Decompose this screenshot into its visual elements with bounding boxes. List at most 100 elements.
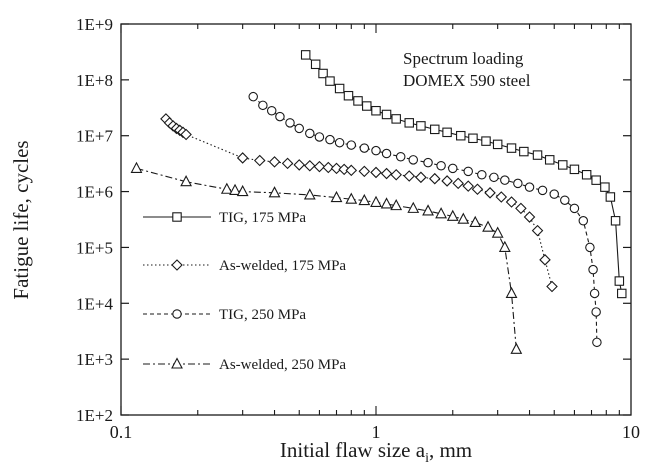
square-marker: [581, 170, 592, 180]
x-tick-label: 1: [372, 422, 381, 442]
diamond-marker: [495, 191, 508, 203]
legend-item: As-welded, 250 MPa: [143, 357, 346, 373]
triangle-marker: [229, 183, 241, 195]
square-marker: [300, 50, 311, 60]
series-layer: [130, 50, 627, 354]
circle-marker: [537, 185, 548, 196]
square-marker: [343, 90, 354, 101]
circle-marker: [314, 132, 325, 142]
circle-marker: [359, 143, 370, 153]
square-marker: [614, 276, 625, 286]
square-marker: [325, 76, 335, 86]
circle-marker: [325, 134, 335, 145]
diamond-marker: [546, 280, 558, 293]
circle-marker: [448, 163, 458, 174]
series-diamond: [160, 113, 558, 293]
plot-frame: [120, 23, 632, 416]
diamond-marker: [338, 163, 350, 176]
triangle-marker: [469, 215, 482, 228]
triangle-marker: [268, 186, 281, 198]
triangle-marker: [435, 207, 448, 219]
legend: TIG, 175 MPa As-welded, 175 MPa TIG, 250 M…: [143, 210, 346, 373]
legend-item: TIG, 250 MPa: [143, 307, 306, 323]
circle-marker: [346, 140, 357, 150]
square-marker: [353, 96, 363, 106]
square-marker: [605, 192, 616, 202]
diamond-marker: [313, 160, 326, 173]
triangle-marker: [491, 226, 504, 238]
square-marker: [430, 124, 440, 135]
axis-ticks: [120, 23, 631, 416]
square-marker: [532, 150, 543, 160]
square-marker: [172, 212, 182, 222]
triangle-marker: [380, 197, 393, 209]
square-marker: [569, 164, 580, 175]
triangle-marker: [407, 201, 420, 213]
square-marker: [404, 118, 414, 128]
triangle-marker: [303, 188, 316, 200]
square-marker: [481, 136, 491, 146]
circle-marker: [371, 145, 381, 156]
diamond-marker: [505, 196, 518, 208]
diamond-marker: [293, 159, 306, 171]
y-tick-label: 1E+9: [76, 15, 113, 34]
square-marker: [544, 155, 555, 165]
circle-marker: [266, 105, 277, 116]
triangle-marker: [505, 286, 518, 298]
triangle-marker: [180, 175, 193, 187]
circle-marker: [549, 189, 559, 199]
triangle-marker: [446, 209, 459, 221]
square-marker: [591, 175, 601, 185]
diamond-marker: [441, 175, 453, 187]
square-marker: [442, 127, 452, 138]
circle-marker: [477, 170, 487, 180]
series-triangle: [130, 161, 523, 354]
diamond-marker: [380, 167, 393, 180]
square-marker: [362, 101, 372, 111]
x-tick-label: 10: [622, 422, 640, 442]
triangle-marker: [345, 192, 358, 204]
circle-marker: [436, 160, 446, 171]
square-marker: [310, 59, 321, 70]
x-tick-label: 0.1: [110, 422, 133, 442]
y-tick-label: 1E+3: [76, 350, 113, 369]
triangle-marker: [330, 190, 343, 203]
circle-marker: [513, 178, 523, 189]
diamond-marker: [358, 165, 371, 178]
circle-marker: [591, 307, 601, 317]
y-tick-labels: 1E+2 1E+3 1E+4 1E+5 1E+6 1E+7 1E+8 1E+9: [76, 15, 113, 425]
square-marker: [492, 139, 503, 150]
x-tick-labels: 0.1 1 10: [110, 422, 640, 442]
square-marker: [610, 216, 621, 226]
y-axis-label: Fatigue life, cycles: [9, 140, 33, 299]
square-marker: [371, 105, 381, 116]
triangle-marker: [457, 212, 470, 224]
circle-marker: [560, 195, 570, 205]
circle-marker: [524, 182, 535, 192]
diamond-marker: [268, 156, 281, 168]
square-marker: [381, 109, 392, 120]
triangle-marker: [130, 161, 143, 173]
square-marker: [558, 160, 568, 170]
circle-marker: [489, 172, 499, 183]
diamond-marker: [462, 180, 475, 192]
diamond-marker: [403, 170, 416, 182]
square-marker: [519, 146, 529, 157]
circle-marker: [294, 123, 304, 134]
circle-marker: [569, 203, 580, 214]
diamond-marker: [539, 254, 551, 266]
triangle-marker: [510, 342, 523, 354]
legend-label: As-welded, 250 MPa: [219, 357, 346, 373]
circle-marker: [395, 152, 406, 162]
diamond-marker: [390, 168, 402, 181]
diamond-marker: [471, 183, 484, 196]
diamond-marker: [180, 128, 192, 141]
series-circle: [248, 91, 602, 348]
circle-marker: [500, 175, 510, 185]
y-tick-label: 1E+2: [76, 406, 113, 425]
square-marker: [600, 182, 610, 192]
circle-marker: [275, 111, 285, 122]
legend-label: TIG, 175 MPa: [219, 210, 306, 226]
triangle-marker: [236, 184, 249, 197]
